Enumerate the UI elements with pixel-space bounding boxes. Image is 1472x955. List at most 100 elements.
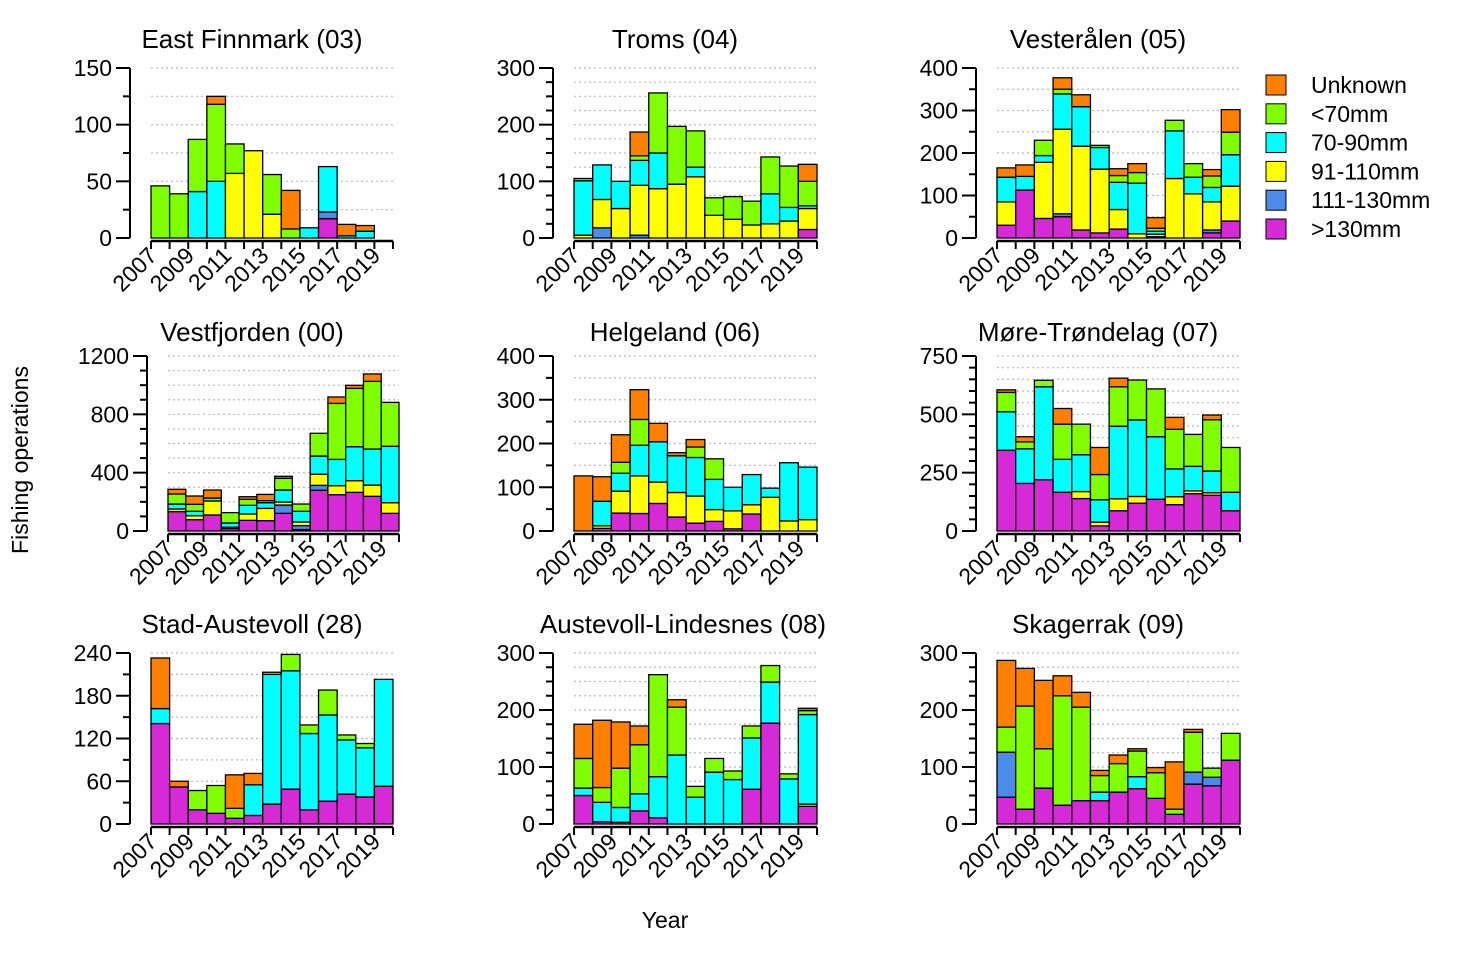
bar-segment-2008->130mm <box>1015 482 1036 532</box>
bar-segment-2011-91-110mm <box>648 481 669 505</box>
bar-segment-2010-Unknown <box>1052 675 1073 697</box>
bar-segment-2016-<70mm <box>741 200 762 226</box>
bar-segment-2010-Unknown <box>629 131 650 157</box>
bar-segment-2011-Unknown <box>224 774 245 809</box>
bar-segment-2016-91-110mm <box>1164 496 1185 506</box>
y-tick-label: 240 <box>74 640 112 666</box>
panel-title: Vestfjorden (00) <box>160 317 344 347</box>
bar-segment-2014-<70mm <box>704 458 725 481</box>
legend-swatch <box>1265 103 1287 125</box>
panel-4: Helgeland (06)01002003004002007200920112… <box>497 317 818 590</box>
bar-segment-2011-70-90mm <box>238 504 258 515</box>
bar-segment-2018->130mm <box>355 796 376 825</box>
bar-segment-2016->130mm <box>327 494 347 532</box>
bar-segment-2011-<70mm <box>1071 706 1092 802</box>
bar-segment-2014->130mm <box>1127 502 1148 532</box>
y-tick-label: 180 <box>74 683 112 709</box>
bar-segment-2016-91-110mm <box>327 484 347 496</box>
y-tick-label: 400 <box>497 343 535 369</box>
bar-segment-2012-<70mm <box>1089 473 1110 501</box>
y-tick-label: 0 <box>522 518 535 544</box>
bar-segment-2019-70-90mm <box>1220 491 1241 512</box>
bar-segment-2017-Unknown <box>336 223 357 237</box>
y-tick-label: 120 <box>74 726 112 752</box>
bar-segment-2017-<70mm <box>345 387 365 448</box>
bar-segment-2012-<70mm <box>666 125 687 185</box>
bar-segment-2012-<70mm <box>1089 144 1110 149</box>
bar-segment-2008-70-90mm <box>592 164 613 201</box>
bar-segment-2011-<70mm <box>238 498 258 506</box>
bar-segment-2015->130mm <box>299 809 320 825</box>
bar-segment-2013-70-90mm <box>685 456 706 497</box>
bar-segment-2008->130mm <box>185 518 205 532</box>
bar-segment-2013-91-110mm <box>262 213 282 239</box>
y-tick-label: 0 <box>945 225 958 251</box>
bar-segment-2018-<70mm <box>1201 419 1222 472</box>
bar-segment-2010->130mm <box>206 812 227 825</box>
bar-segment-2010-<70mm <box>206 784 227 814</box>
bar-segment-2009-Unknown <box>610 721 631 769</box>
bar-segment-2016->130mm <box>741 788 762 825</box>
bar-segment-2019->130mm <box>797 228 818 239</box>
bar-segment-2015-111-130mm <box>309 484 329 491</box>
bar-segment-2009-70-90mm <box>610 806 631 823</box>
bar-segment-2008-Unknown <box>592 476 613 502</box>
bar-segment-2013-111-130mm <box>273 504 294 515</box>
bar-segment-2018-91-110mm <box>362 484 382 497</box>
legend-label: <70mm <box>1311 101 1388 127</box>
bar-segment-2013-<70mm <box>273 477 294 491</box>
bar-segment-2013-Unknown <box>273 475 294 480</box>
bar-segment-2014-70-90mm <box>704 478 725 511</box>
panel-8: Skagerrak (09)01002003002007200920112013… <box>920 609 1241 883</box>
bar-segment-2011-Unknown <box>648 422 669 443</box>
bar-segment-2018-<70mm <box>778 165 799 209</box>
y-tick-label: 800 <box>91 401 129 427</box>
bar-segment-2019-70-90mm <box>1220 154 1241 187</box>
bar-segment-2009-<70mm <box>187 789 208 811</box>
bar-segment-2016-<70mm <box>1164 428 1185 470</box>
bar-segment-2010-<70mm <box>1052 423 1073 461</box>
bar-segment-2013-<70mm <box>1108 762 1129 793</box>
y-tick-label: 1200 <box>78 343 129 369</box>
bar-segment-2007-70-90mm <box>996 411 1017 451</box>
bar-segment-2015-<70mm <box>722 195 743 220</box>
bar-segment-2016->130mm <box>317 218 338 239</box>
y-tick-label: 200 <box>920 697 958 723</box>
bar-segment-2017-70-90mm <box>760 193 781 225</box>
y-tick-label: 0 <box>522 225 535 251</box>
x-tick-label: 2019 <box>331 242 386 297</box>
bar-segment-2007-<70mm <box>996 391 1017 413</box>
bar-segment-2017-70-90mm <box>1183 176 1204 195</box>
bar-segment-2007-<70mm <box>167 493 187 505</box>
bar-segment-2019-Unknown <box>797 163 818 182</box>
bar-segment-2008-70-90mm <box>592 801 613 823</box>
bar-segment-2007-Unknown <box>167 488 187 495</box>
bar-segment-2011->130mm <box>1071 497 1092 532</box>
bar-segment-2015-Unknown <box>1145 216 1166 229</box>
y-tick-label: 0 <box>116 518 129 544</box>
bar-segment-2019-<70mm <box>380 401 400 447</box>
bar-segment-2017-<70mm <box>760 156 781 195</box>
bar-segment-2014-Unknown <box>1127 162 1148 174</box>
bar-segment-2016-70-90mm <box>741 473 762 506</box>
bar-segment-2009-<70mm <box>1033 748 1054 789</box>
bar-segment-2011->130mm <box>648 817 669 825</box>
bar-segment-2017-<70mm <box>1183 433 1204 468</box>
bar-segment-2009-70-90mm <box>187 190 208 239</box>
bar-segment-2015-70-90mm <box>299 732 320 811</box>
bar-segment-2017->130mm <box>760 722 781 825</box>
bar-segment-2015->130mm <box>309 489 329 532</box>
bar-segment-2012-91-110mm <box>1089 168 1110 234</box>
bar-segment-2010->130mm <box>1052 491 1073 532</box>
bar-segment-2010-Unknown <box>1052 407 1073 425</box>
y-tick-label: 200 <box>497 112 535 138</box>
bar-segment-2019-91-110mm <box>797 518 818 532</box>
bar-segment-2010-<70mm <box>629 744 650 795</box>
y-tick-label: 300 <box>920 640 958 666</box>
bar-segment-2016->130mm <box>1164 813 1185 825</box>
bar-segment-2012-<70mm <box>666 706 687 756</box>
bar-segment-2012-91-110mm <box>243 150 264 239</box>
bar-segment-2013-<70mm <box>1108 386 1129 427</box>
bar-segment-2014-70-90mm <box>1127 419 1148 498</box>
